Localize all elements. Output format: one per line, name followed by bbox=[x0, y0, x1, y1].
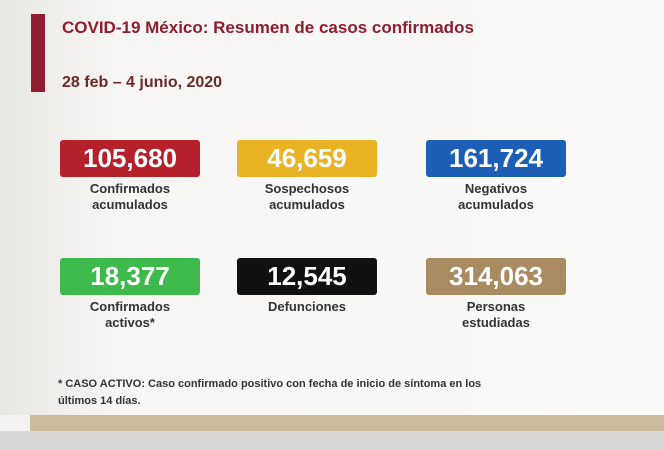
stat-label: Confirmados acumulados bbox=[60, 181, 200, 213]
stat-card: 12,545 Defunciones bbox=[237, 258, 377, 315]
stat-card: 161,724 Negativos acumulados bbox=[426, 140, 566, 213]
stat-label-line: estudiadas bbox=[462, 315, 530, 330]
stat-label-line: Confirmados bbox=[89, 181, 171, 196]
stat-card: 18,377 Confirmados activos* bbox=[60, 258, 200, 331]
stat-label: Confirmados activos* bbox=[60, 299, 200, 331]
stat-card: 46,659 Sospechosos acumulados bbox=[237, 140, 377, 213]
stat-value: 105,680 bbox=[60, 140, 200, 177]
stat-label: Defunciones bbox=[237, 299, 377, 315]
stat-label-line: Confirmados bbox=[89, 299, 171, 314]
stat-label: Sospechosos acumulados bbox=[237, 181, 377, 213]
stat-label-line: Personas bbox=[466, 299, 526, 314]
stat-label-line: Sospechosos bbox=[264, 181, 350, 196]
stat-label-line: Defunciones bbox=[267, 299, 346, 314]
title: COVID-19 México: Resumen de casos confir… bbox=[62, 18, 474, 37]
stat-label-line: activos* bbox=[105, 315, 155, 330]
stat-value: 314,063 bbox=[426, 258, 566, 295]
footnote: últimos 14 días. bbox=[58, 395, 141, 407]
stat-label: Personas estudiadas bbox=[426, 299, 566, 331]
stat-value: 18,377 bbox=[60, 258, 200, 295]
accent-bar bbox=[31, 14, 45, 92]
stat-value: 12,545 bbox=[237, 258, 377, 295]
footnote: * CASO ACTIVO: Caso confirmado positivo … bbox=[58, 378, 482, 390]
panel bbox=[0, 0, 664, 415]
stat-card: 314,063 Personas estudiadas bbox=[426, 258, 566, 331]
stat-label-line: acumulados bbox=[269, 197, 345, 212]
stat-label: Negativos acumulados bbox=[426, 181, 566, 213]
stat-label-line: acumulados bbox=[92, 197, 168, 212]
date: 28 feb – 4 junio, 2020 bbox=[62, 74, 223, 91]
stat-label-line: Negativos bbox=[464, 181, 528, 196]
stat-value: 161,724 bbox=[426, 140, 566, 177]
footer bbox=[0, 431, 664, 450]
stat-card: 105,680 Confirmados acumulados bbox=[60, 140, 200, 213]
stat-value: 46,659 bbox=[237, 140, 377, 177]
footer-strip bbox=[30, 415, 664, 431]
stat-label-line: acumulados bbox=[458, 197, 534, 212]
